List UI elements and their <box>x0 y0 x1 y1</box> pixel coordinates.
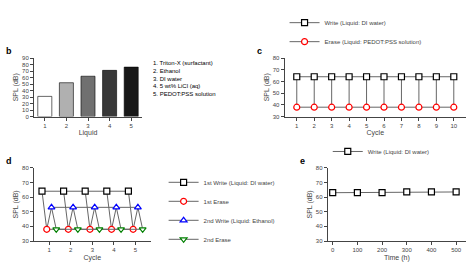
svg-text:8: 8 <box>417 123 421 129</box>
svg-text:SPL (dB): SPL (dB) <box>12 73 20 101</box>
svg-text:70: 70 <box>273 67 280 73</box>
svg-text:Erase (Liquid: PEDOT:PSS solut: Erase (Liquid: PEDOT:PSS solution) <box>325 39 422 45</box>
svg-text:40: 40 <box>316 223 323 229</box>
svg-text:30: 30 <box>316 238 323 244</box>
svg-text:200: 200 <box>377 247 388 253</box>
svg-text:7: 7 <box>400 123 404 129</box>
svg-text:2nd Erase: 2nd Erase <box>204 237 232 243</box>
svg-text:0: 0 <box>331 247 335 253</box>
svg-text:70: 70 <box>22 68 29 74</box>
svg-text:Liquid: Liquid <box>79 129 98 137</box>
svg-text:30: 30 <box>22 94 29 100</box>
svg-text:1st Write (Liquid: DI water): 1st Write (Liquid: DI water) <box>204 180 275 186</box>
svg-text:80: 80 <box>22 165 29 171</box>
svg-text:80: 80 <box>316 165 323 171</box>
svg-text:60: 60 <box>273 79 280 85</box>
svg-text:5: 5 <box>134 247 138 253</box>
svg-text:50: 50 <box>22 81 29 87</box>
svg-text:4: 4 <box>347 123 351 129</box>
svg-text:10: 10 <box>22 107 29 113</box>
svg-text:40: 40 <box>273 102 280 108</box>
svg-text:40: 40 <box>22 88 29 94</box>
svg-text:4: 4 <box>108 123 112 129</box>
svg-text:2nd Write (Liquid: Ethanol): 2nd Write (Liquid: Ethanol) <box>204 218 275 224</box>
svg-text:4: 4 <box>112 247 116 253</box>
svg-text:3: 3 <box>91 247 95 253</box>
svg-text:10: 10 <box>450 123 457 129</box>
svg-text:e: e <box>300 156 305 166</box>
svg-text:70: 70 <box>22 180 29 186</box>
svg-text:60: 60 <box>22 75 29 81</box>
svg-text:400: 400 <box>426 247 437 253</box>
svg-text:Write (Liquid: DI water): Write (Liquid: DI water) <box>325 20 386 26</box>
svg-text:5: 5 <box>130 123 134 129</box>
svg-text:50: 50 <box>316 209 323 215</box>
svg-text:30: 30 <box>22 238 29 244</box>
svg-text:300: 300 <box>402 247 413 253</box>
svg-text:80: 80 <box>22 62 29 68</box>
svg-text:1: 1 <box>47 247 51 253</box>
svg-text:1st Erase: 1st Erase <box>204 199 230 205</box>
svg-text:60: 60 <box>316 194 323 200</box>
svg-text:2: 2 <box>65 123 69 129</box>
svg-text:6: 6 <box>382 123 386 129</box>
svg-text:Time (h): Time (h) <box>384 254 410 262</box>
svg-text:3: 3 <box>86 123 90 129</box>
svg-text:50: 50 <box>273 90 280 96</box>
svg-text:40: 40 <box>22 223 29 229</box>
svg-text:3: 3 <box>330 123 334 129</box>
svg-text:SPL (dB): SPL (dB) <box>306 190 314 218</box>
svg-text:c: c <box>257 46 262 56</box>
svg-text:30: 30 <box>273 114 280 120</box>
svg-text:Write (Liquid: DI water): Write (Liquid: DI water) <box>368 149 429 155</box>
svg-text:100: 100 <box>352 247 363 253</box>
svg-text:70: 70 <box>316 180 323 186</box>
svg-text:2: 2 <box>313 123 317 129</box>
svg-text:1. Triton-X (surfactant)2. Eth: 1. Triton-X (surfactant)2. Ethanol3. DI … <box>153 60 216 97</box>
svg-text:Cycle: Cycle <box>367 129 385 137</box>
svg-text:Cycle: Cycle <box>84 254 102 262</box>
svg-text:9: 9 <box>435 123 439 129</box>
svg-text:1: 1 <box>43 123 47 129</box>
svg-text:1: 1 <box>295 123 299 129</box>
svg-text:60: 60 <box>22 194 29 200</box>
svg-text:20: 20 <box>22 101 29 107</box>
svg-text:5: 5 <box>365 123 369 129</box>
svg-text:50: 50 <box>22 209 29 215</box>
svg-text:2: 2 <box>69 247 73 253</box>
svg-text:d: d <box>6 156 12 166</box>
svg-text:90: 90 <box>22 55 29 61</box>
svg-text:SPL (dB): SPL (dB) <box>12 190 20 218</box>
svg-text:0: 0 <box>25 114 29 120</box>
svg-text:SPL (dB): SPL (dB) <box>263 73 271 101</box>
svg-text:80: 80 <box>273 55 280 61</box>
svg-text:500: 500 <box>451 247 462 253</box>
svg-text:b: b <box>6 46 12 56</box>
